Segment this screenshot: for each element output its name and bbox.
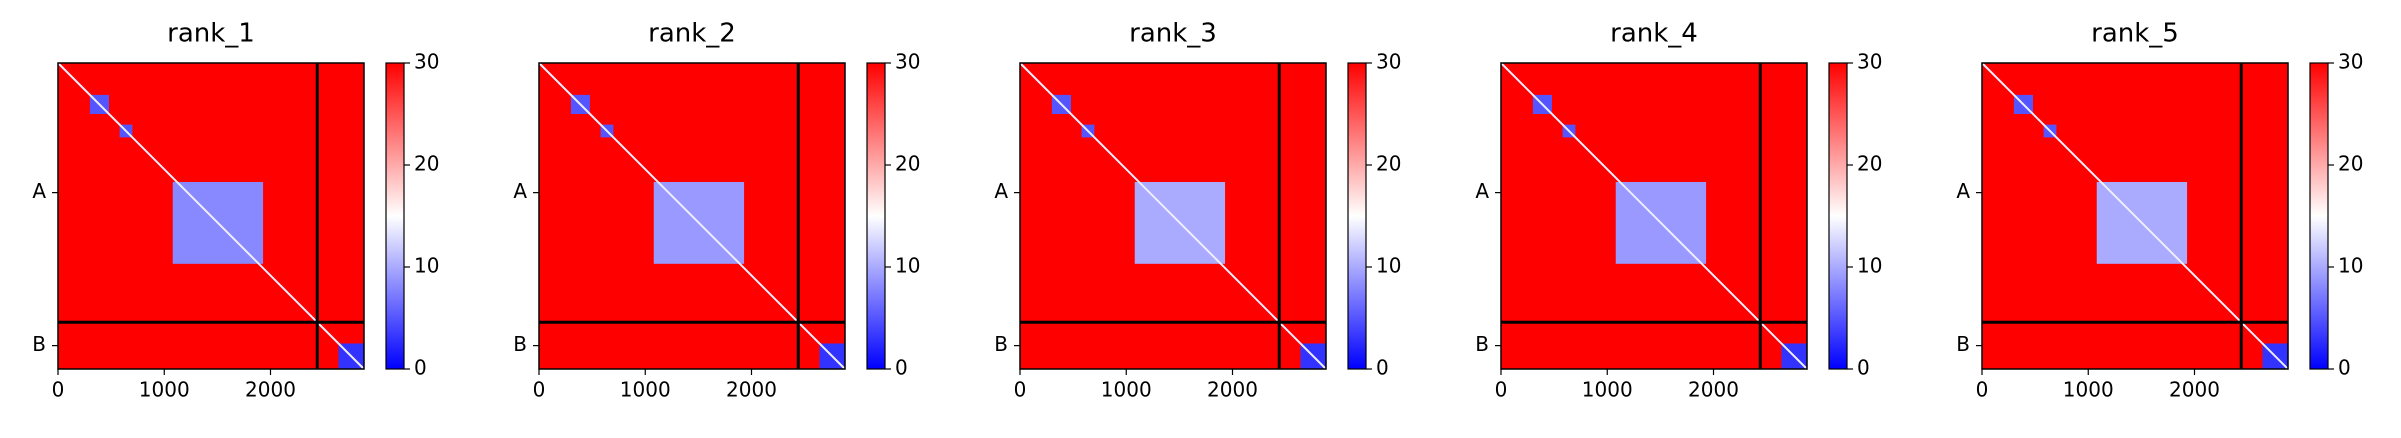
axes-frame: [1019, 62, 1327, 370]
x-tick-label: 2000: [2169, 378, 2220, 402]
colorbar-tick-label: 10: [1376, 254, 1401, 278]
axes-frame: [57, 62, 365, 370]
y-tick-label: A: [32, 179, 46, 203]
colorbar-tick-label: 20: [2338, 152, 2363, 176]
y-tick-label: A: [994, 179, 1008, 203]
colorbar-tick-label: 0: [2338, 356, 2351, 380]
x-tick-label: 0: [52, 378, 65, 402]
y-tick-label: B: [1475, 332, 1489, 356]
x-tick-label: 1000: [139, 378, 190, 402]
colorbar: [1828, 62, 1848, 370]
diagonal: [538, 62, 846, 370]
colorbar-tick-label: 30: [1857, 50, 1882, 74]
colorbar: [1347, 62, 1367, 370]
x-tick-label: 0: [1495, 378, 1508, 402]
x-tick-label: 0: [1976, 378, 1989, 402]
y-tick-label: B: [994, 332, 1008, 356]
y-tick-label: A: [513, 179, 527, 203]
y-tick-label: A: [1475, 179, 1489, 203]
diagonal: [1019, 62, 1327, 370]
y-tick-label: B: [1956, 332, 1970, 356]
x-tick-label: 2000: [1207, 378, 1258, 402]
x-tick-label: 2000: [726, 378, 777, 402]
colorbar-tick-label: 30: [2338, 50, 2363, 74]
chart-title: rank_2: [648, 19, 736, 49]
colorbar-tick-label: 0: [1376, 356, 1389, 380]
axes-frame: [538, 62, 846, 370]
colorbar-tick-label: 0: [1857, 356, 1870, 380]
colorbar-tick-label: 20: [1857, 152, 1882, 176]
diagonal: [57, 62, 365, 370]
x-tick-label: 1000: [1582, 378, 1633, 402]
colorbar: [385, 62, 405, 370]
axes-frame: [1500, 62, 1808, 370]
colorbar-tick-label: 30: [414, 50, 439, 74]
colorbar-tick-label: 0: [895, 356, 908, 380]
x-tick-label: 1000: [620, 378, 671, 402]
y-tick-label: A: [1956, 179, 1970, 203]
x-tick-label: 2000: [245, 378, 296, 402]
x-tick-label: 1000: [1101, 378, 1152, 402]
colorbar: [866, 62, 886, 370]
colorbar-tick-label: 20: [1376, 152, 1401, 176]
diagonal: [1500, 62, 1808, 370]
colorbar-tick-label: 10: [1857, 254, 1882, 278]
colorbar-tick-label: 10: [2338, 254, 2363, 278]
chart-title: rank_5: [2091, 19, 2179, 49]
y-tick-label: B: [32, 332, 46, 356]
x-tick-label: 2000: [1688, 378, 1739, 402]
colorbar-tick-label: 20: [895, 152, 920, 176]
colorbar-tick-label: 30: [895, 50, 920, 74]
x-tick-label: 0: [533, 378, 546, 402]
diagonal: [1981, 62, 2289, 370]
colorbar-tick-label: 30: [1376, 50, 1401, 74]
colorbar-tick-label: 20: [414, 152, 439, 176]
axes-frame: [1981, 62, 2289, 370]
x-tick-label: 1000: [2063, 378, 2114, 402]
colorbar-tick-label: 0: [414, 356, 427, 380]
colorbar-tick-label: 10: [895, 254, 920, 278]
colorbar-tick-label: 10: [414, 254, 439, 278]
chart-title: rank_1: [167, 19, 255, 49]
y-tick-label: B: [513, 332, 527, 356]
chart-title: rank_4: [1610, 19, 1698, 49]
colorbar: [2309, 62, 2329, 370]
x-tick-label: 0: [1014, 378, 1027, 402]
chart-title: rank_3: [1129, 19, 1217, 49]
